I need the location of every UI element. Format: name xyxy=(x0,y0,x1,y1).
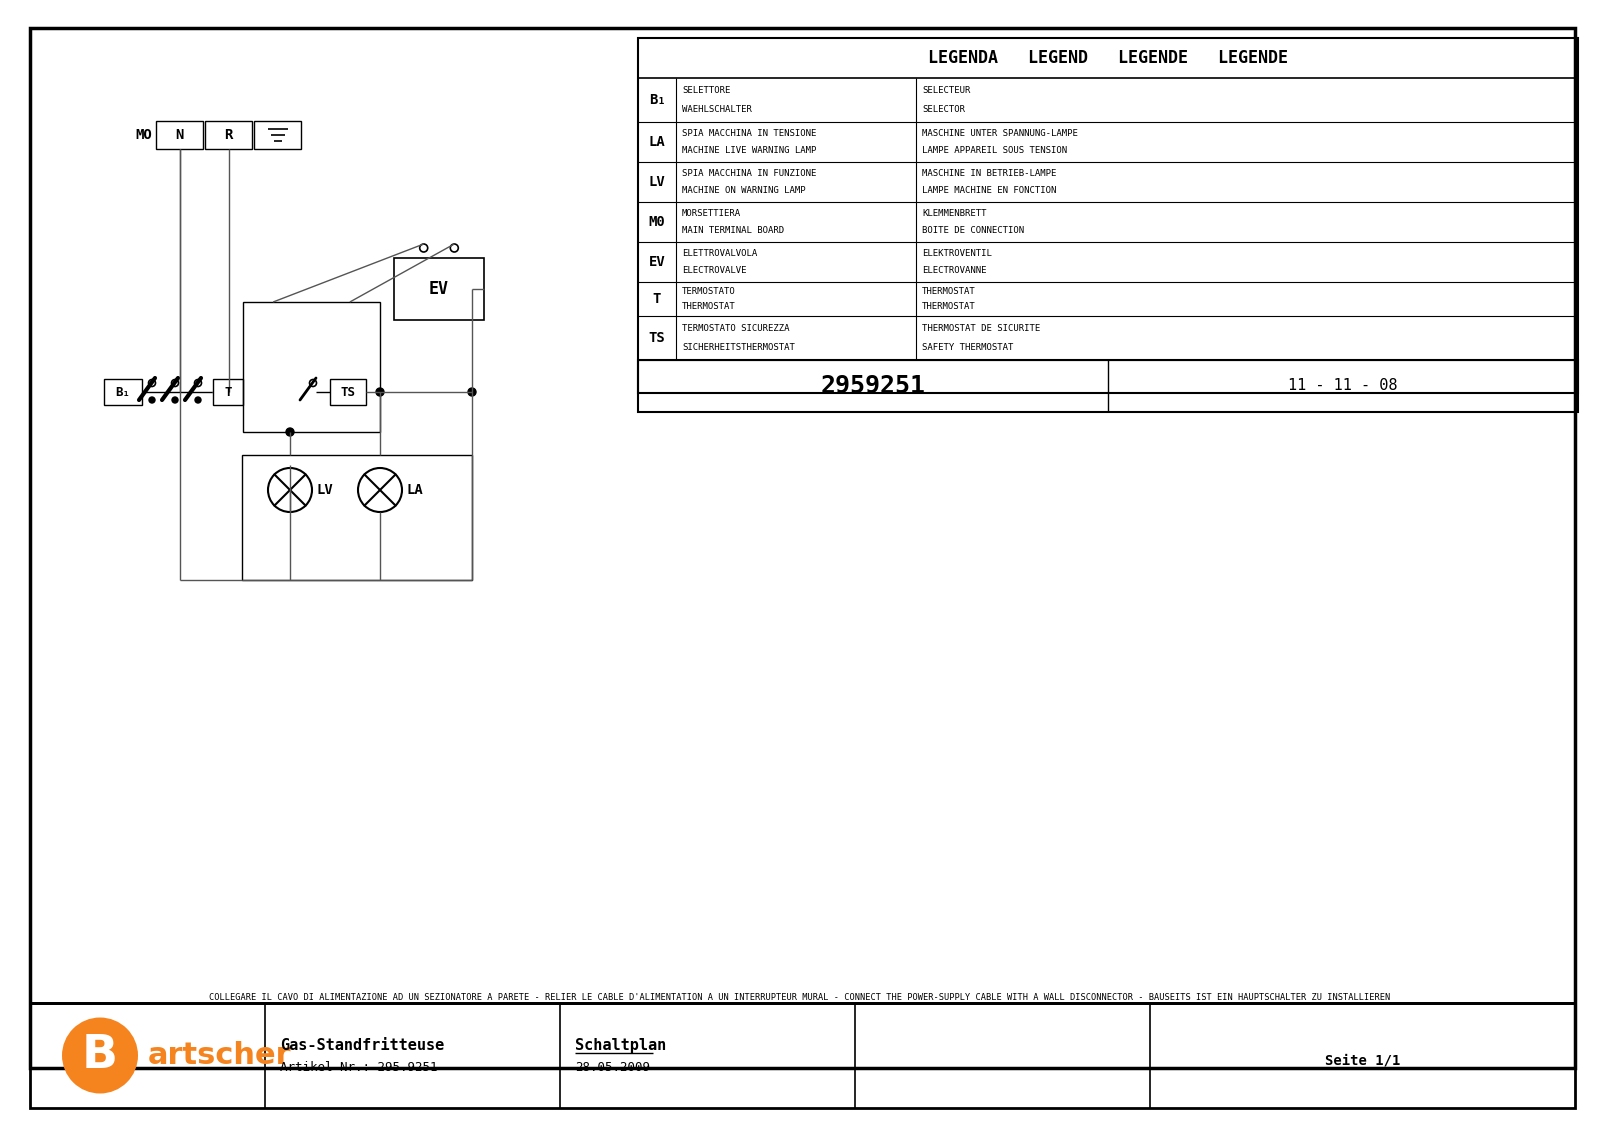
Text: B: B xyxy=(82,1034,118,1078)
Text: Schaltplan: Schaltplan xyxy=(574,1038,666,1053)
Text: SICHERHEITSTHERMOSTAT: SICHERHEITSTHERMOSTAT xyxy=(682,343,795,352)
Text: Seite 1/1: Seite 1/1 xyxy=(1325,1054,1400,1067)
Text: THERMOSTAT DE SICURITE: THERMOSTAT DE SICURITE xyxy=(922,324,1040,333)
Text: T: T xyxy=(653,292,661,306)
Circle shape xyxy=(62,1018,138,1094)
Bar xyxy=(330,379,366,405)
Text: MORSETTIERA: MORSETTIERA xyxy=(682,208,741,217)
Text: T: T xyxy=(224,386,232,398)
Text: LA: LA xyxy=(648,135,666,149)
Text: WAEHLSCHALTER: WAEHLSCHALTER xyxy=(682,105,752,114)
Circle shape xyxy=(286,428,294,436)
Text: R: R xyxy=(224,128,232,142)
Bar xyxy=(638,38,1578,393)
Text: B₁: B₁ xyxy=(115,386,131,398)
Text: MACHINE LIVE WARNING LAMP: MACHINE LIVE WARNING LAMP xyxy=(682,146,816,155)
Text: EV: EV xyxy=(429,280,450,298)
Text: LA: LA xyxy=(406,483,422,497)
Bar xyxy=(242,455,472,580)
Bar xyxy=(104,379,142,405)
Text: SELECTOR: SELECTOR xyxy=(922,105,965,114)
Text: THERMOSTAT: THERMOSTAT xyxy=(922,288,976,297)
Text: TERMOSTATO SICUREZZA: TERMOSTATO SICUREZZA xyxy=(682,324,789,333)
Text: SPIA MACCHINA IN FUNZIONE: SPIA MACCHINA IN FUNZIONE xyxy=(682,169,816,178)
Text: EV: EV xyxy=(648,255,666,269)
Text: Gas-Standfritteuse: Gas-Standfritteuse xyxy=(280,1038,445,1053)
Text: 2959251: 2959251 xyxy=(821,374,925,398)
Text: LV: LV xyxy=(648,175,666,189)
Circle shape xyxy=(195,397,202,403)
Bar xyxy=(157,121,203,149)
Bar xyxy=(30,1003,1574,1108)
Text: ELETTROVALVOLA: ELETTROVALVOLA xyxy=(682,249,757,258)
Bar xyxy=(394,258,483,320)
Text: B₁: B₁ xyxy=(648,93,666,108)
Text: THERMOSTAT: THERMOSTAT xyxy=(922,302,976,311)
Text: SELETTORE: SELETTORE xyxy=(682,86,730,95)
Circle shape xyxy=(173,397,178,403)
Text: MACHINE ON WARNING LAMP: MACHINE ON WARNING LAMP xyxy=(682,187,806,196)
Circle shape xyxy=(149,397,155,403)
Text: LAMPE MACHINE EN FONCTION: LAMPE MACHINE EN FONCTION xyxy=(922,187,1056,196)
Text: SPIA MACCHINA IN TENSIONE: SPIA MACCHINA IN TENSIONE xyxy=(682,129,816,138)
Text: BOITE DE CONNECTION: BOITE DE CONNECTION xyxy=(922,226,1024,235)
Text: artscher: artscher xyxy=(147,1041,291,1070)
Text: TS: TS xyxy=(648,331,666,345)
Text: 11 - 11 - 08: 11 - 11 - 08 xyxy=(1288,378,1398,394)
Text: THERMOSTAT: THERMOSTAT xyxy=(682,302,736,311)
Bar xyxy=(243,302,381,432)
Text: Artikel-Nr.: 295.9251: Artikel-Nr.: 295.9251 xyxy=(280,1061,437,1074)
Text: MAIN TERMINAL BOARD: MAIN TERMINAL BOARD xyxy=(682,226,784,235)
Text: KLEMMENBRETT: KLEMMENBRETT xyxy=(922,208,987,217)
Text: COLLEGARE IL CAVO DI ALIMENTAZIONE AD UN SEZIONATORE A PARETE - RELIER LE CABLE : COLLEGARE IL CAVO DI ALIMENTAZIONE AD UN… xyxy=(210,994,1390,1003)
Text: LEGENDA   LEGEND   LEGENDE   LEGENDE: LEGENDA LEGEND LEGENDE LEGENDE xyxy=(928,49,1288,67)
Bar xyxy=(254,121,301,149)
Circle shape xyxy=(376,388,384,396)
Text: ELECTROVALVE: ELECTROVALVE xyxy=(682,266,747,275)
Text: SAFETY THERMOSTAT: SAFETY THERMOSTAT xyxy=(922,343,1013,352)
Text: 28.05.2009: 28.05.2009 xyxy=(574,1061,650,1074)
Text: LV: LV xyxy=(317,483,333,497)
Text: M0: M0 xyxy=(648,215,666,229)
Text: LAMPE APPAREIL SOUS TENSION: LAMPE APPAREIL SOUS TENSION xyxy=(922,146,1067,155)
Text: SELECTEUR: SELECTEUR xyxy=(922,86,970,95)
Text: N: N xyxy=(176,128,184,142)
Bar xyxy=(213,379,243,405)
Text: TS: TS xyxy=(341,386,355,398)
Circle shape xyxy=(467,388,477,396)
Text: ELECTROVANNE: ELECTROVANNE xyxy=(922,266,987,275)
Text: MASCHINE IN BETRIEB-LAMPE: MASCHINE IN BETRIEB-LAMPE xyxy=(922,169,1056,178)
Bar xyxy=(638,360,1578,412)
Text: ELEKTROVENTIL: ELEKTROVENTIL xyxy=(922,249,992,258)
Bar xyxy=(205,121,253,149)
Text: MASCHINE UNTER SPANNUNG-LAMPE: MASCHINE UNTER SPANNUNG-LAMPE xyxy=(922,129,1078,138)
Text: MO: MO xyxy=(136,128,152,142)
Text: TERMOSTATO: TERMOSTATO xyxy=(682,288,736,297)
